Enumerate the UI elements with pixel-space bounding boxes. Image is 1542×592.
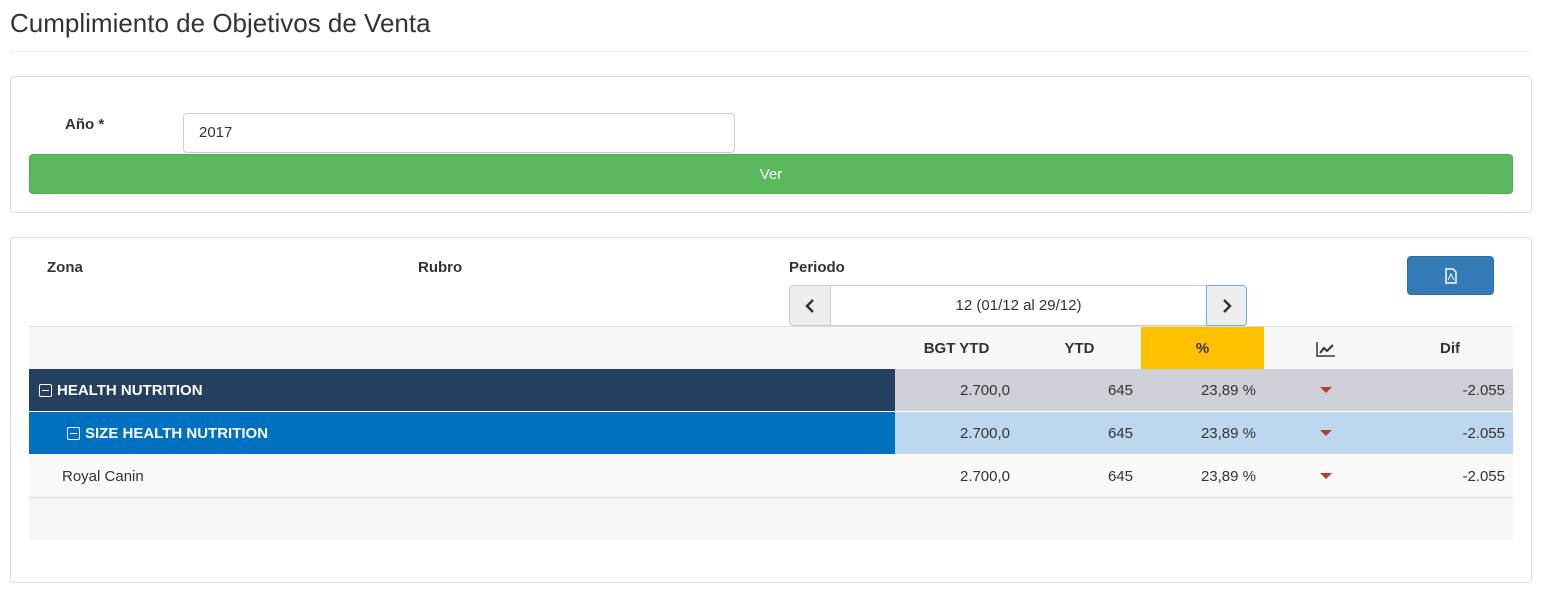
trend-cell: [1264, 455, 1387, 497]
chevron-left: [805, 298, 814, 313]
value-cell-text: -2.055: [1462, 381, 1505, 399]
chevron-right: [1222, 298, 1232, 313]
value-cell: 23,89 %: [1141, 455, 1264, 497]
table-row: SIZE HEALTH NUTRITION 2.700,0 645 23,89 % -2…: [29, 412, 1513, 455]
divider: [10, 51, 1532, 52]
year-label: Año *: [65, 116, 105, 133]
row-name-text: SIZE HEALTH NUTRITION: [85, 424, 269, 442]
value-cell: 645: [1018, 412, 1141, 454]
row-name-text: Royal Canin: [62, 467, 144, 485]
value-cell-text: 2.700,0: [959, 467, 1010, 485]
year-input[interactable]: 2017: [183, 113, 735, 153]
value-cell: -2.055: [1387, 455, 1513, 497]
value-cell-text: 23,89 %: [1200, 381, 1256, 399]
value-cell-text: 23,89 %: [1200, 424, 1256, 442]
table-header: BGT YTD YTD % Dif: [29, 326, 1513, 372]
down-arrow: [1319, 430, 1332, 436]
value-cell: 2.700,0: [895, 369, 1018, 411]
column-header: BGT YTD: [923, 340, 990, 357]
value-cell-text: 2.700,0: [959, 381, 1010, 399]
value-cell: -2.055: [1387, 369, 1513, 411]
page-title: Cumplimiento de Objetivos de Venta: [10, 8, 431, 38]
value-cell-text: -2.055: [1462, 467, 1505, 485]
value-cell-text: 645: [1107, 381, 1133, 399]
row-name-text: HEALTH NUTRITION: [57, 381, 203, 399]
value-cell: 23,89 %: [1141, 369, 1264, 411]
column-header: YTD: [1064, 340, 1095, 357]
value-cell-text: 645: [1107, 424, 1133, 442]
form-panel: [10, 76, 1532, 213]
value-cell-text: 2.700,0: [959, 424, 1010, 442]
value-cell: 645: [1018, 369, 1141, 411]
table-row: HEALTH NUTRITION 2.700,0 645 23,89 % -2.055: [29, 369, 1513, 412]
collapse-icon[interactable]: [67, 426, 80, 440]
row-name[interactable]: HEALTH NUTRITION: [29, 369, 895, 411]
value-cell-text: 645: [1107, 467, 1133, 485]
value-cell: -2.055: [1387, 412, 1513, 454]
trend-cell: [1264, 412, 1387, 454]
submit-button[interactable]: Ver: [29, 154, 1513, 194]
collapse-icon[interactable]: [39, 383, 52, 397]
table-footer: [29, 498, 1513, 540]
period-display: 12 (01/12 al 29/12): [830, 285, 1207, 326]
column-header: Dif: [1440, 340, 1460, 357]
next-button[interactable]: [1206, 285, 1247, 326]
trend-icon: [1315, 341, 1335, 357]
down-arrow: [1319, 473, 1332, 479]
report-panel: [10, 237, 1532, 583]
trend-cell: [1264, 369, 1387, 411]
table-row: Royal Canin 2.700,0 645 23,89 % -2.055: [29, 455, 1513, 498]
prev-button[interactable]: [789, 285, 831, 326]
pdf-icon: [1444, 267, 1457, 284]
value-cell: 23,89 %: [1141, 412, 1264, 454]
periodo-label: Periodo: [789, 259, 845, 276]
value-cell-text: 23,89 %: [1200, 467, 1256, 485]
value-cell: 2.700,0: [895, 412, 1018, 454]
down-arrow: [1319, 387, 1332, 393]
trend-header: [1264, 327, 1387, 370]
value-cell: 645: [1018, 455, 1141, 497]
column-header: %: [1141, 327, 1264, 370]
value-cell: 2.700,0: [895, 455, 1018, 497]
zona-label: Zona: [47, 259, 83, 276]
rubro-label: Rubro: [418, 259, 463, 276]
value-cell-text: -2.055: [1462, 424, 1505, 442]
row-name[interactable]: SIZE HEALTH NUTRITION: [29, 412, 895, 454]
pdf-button[interactable]: [1407, 256, 1494, 295]
row-name: Royal Canin: [29, 455, 895, 497]
